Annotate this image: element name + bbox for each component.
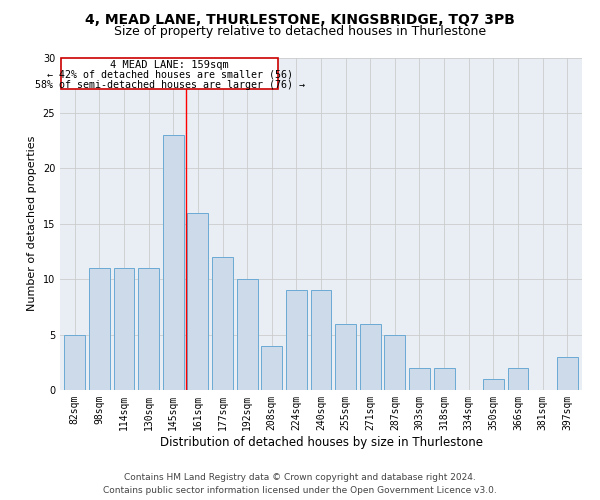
Bar [261,346,282,390]
Bar [138,268,159,390]
Text: 4 MEAD LANE: 159sqm: 4 MEAD LANE: 159sqm [110,60,229,70]
Bar [434,368,455,390]
Bar [360,324,381,390]
Text: 58% of semi-detached houses are larger (76) →: 58% of semi-detached houses are larger (… [35,80,305,90]
FancyBboxPatch shape [61,58,278,88]
Bar [64,334,85,390]
Bar [286,290,307,390]
Bar [385,334,406,390]
Bar [557,357,578,390]
Text: ← 42% of detached houses are smaller (56): ← 42% of detached houses are smaller (56… [47,70,293,80]
Bar [236,279,257,390]
X-axis label: Distribution of detached houses by size in Thurlestone: Distribution of detached houses by size … [160,436,482,448]
Bar [187,212,208,390]
Bar [409,368,430,390]
Bar [483,379,504,390]
Bar [89,268,110,390]
Text: 4, MEAD LANE, THURLESTONE, KINGSBRIDGE, TQ7 3PB: 4, MEAD LANE, THURLESTONE, KINGSBRIDGE, … [85,12,515,26]
Bar [113,268,134,390]
Bar [335,324,356,390]
Bar [508,368,529,390]
Text: Size of property relative to detached houses in Thurlestone: Size of property relative to detached ho… [114,25,486,38]
Bar [212,257,233,390]
Bar [163,135,184,390]
Y-axis label: Number of detached properties: Number of detached properties [27,136,37,312]
Bar [311,290,331,390]
Text: Contains HM Land Registry data © Crown copyright and database right 2024.
Contai: Contains HM Land Registry data © Crown c… [103,474,497,495]
